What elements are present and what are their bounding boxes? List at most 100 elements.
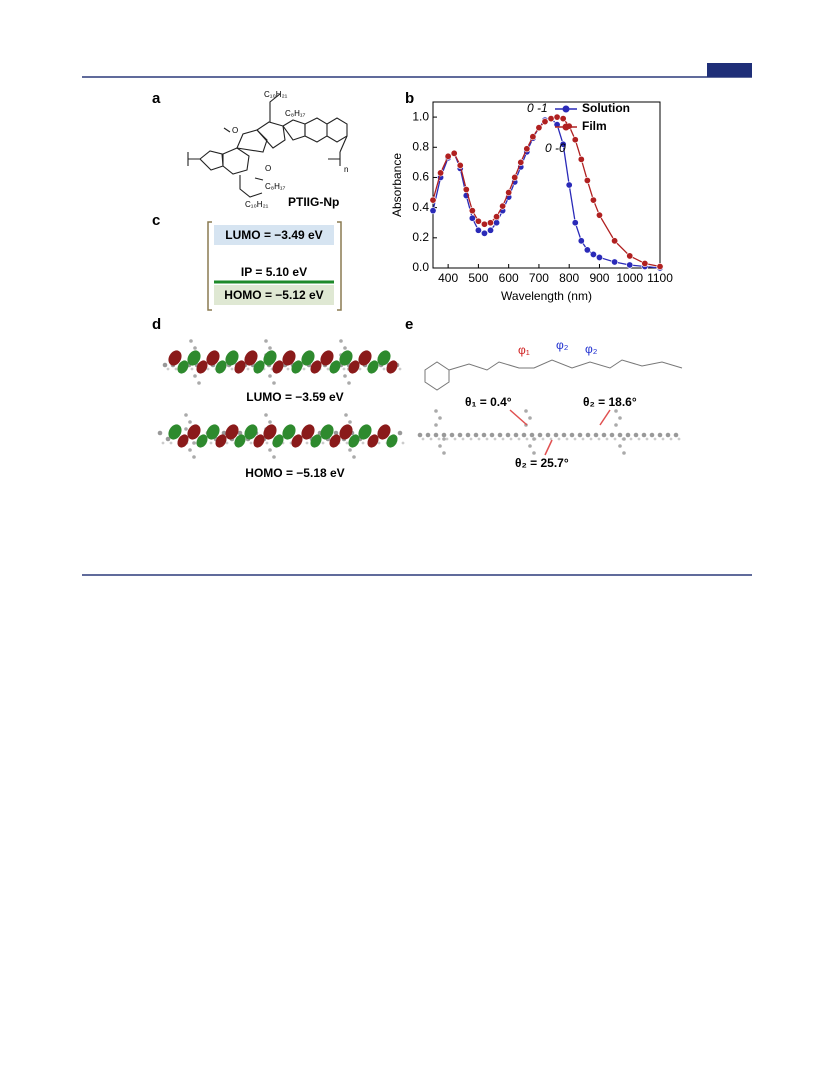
atom (433, 432, 439, 438)
plot-frame (432, 101, 661, 269)
data-point (474, 217, 482, 225)
atom (528, 416, 532, 420)
orbital-lobe (177, 434, 189, 448)
orbital-lobe (272, 434, 284, 448)
orbital-lobe (339, 424, 353, 440)
atom (545, 432, 551, 438)
atom (622, 451, 626, 455)
orbital-lobe (301, 350, 315, 366)
data-point (583, 246, 591, 254)
data-point (499, 202, 507, 210)
data-point (541, 118, 549, 126)
data-point (571, 136, 579, 144)
atom (206, 367, 210, 371)
data-point (611, 237, 619, 245)
atom (517, 437, 521, 441)
atom (441, 432, 447, 438)
legend-marker (562, 105, 570, 113)
atom (339, 339, 343, 343)
atom (377, 441, 381, 445)
atom (272, 455, 276, 459)
data-point (589, 250, 597, 258)
orbital-lobe (329, 360, 341, 374)
atom (521, 432, 527, 438)
atom (529, 432, 535, 438)
orbital-lobe (329, 434, 341, 448)
atom (348, 420, 352, 424)
atom (445, 437, 449, 441)
orbital-lobe (301, 424, 315, 440)
atom (453, 437, 457, 441)
atom (437, 437, 441, 441)
atom (272, 381, 276, 385)
polymer-name: PTIIG-Np (288, 195, 339, 209)
x-tick-label: 600 (499, 271, 519, 285)
atom (442, 437, 446, 441)
atom (633, 432, 639, 438)
orbital-lobe (320, 424, 334, 440)
atom (348, 448, 352, 452)
lumo-band (214, 225, 334, 245)
orbital-lobe (244, 424, 258, 440)
atom (481, 432, 487, 438)
atom (326, 367, 330, 371)
orbital-lobe (253, 434, 265, 448)
atom (565, 437, 569, 441)
atom (302, 367, 306, 371)
atom (166, 367, 170, 371)
annotation: 0 -0 (545, 141, 566, 155)
atom (532, 437, 536, 441)
atom (345, 441, 349, 445)
data-point (480, 220, 488, 228)
atom (237, 430, 243, 436)
atom (192, 455, 196, 459)
data-point (462, 186, 470, 194)
atom (188, 420, 192, 424)
atom (184, 427, 188, 431)
orbital-lobe (234, 360, 246, 374)
atom (537, 432, 543, 438)
atom (618, 444, 622, 448)
atom (358, 367, 362, 371)
atom (617, 432, 623, 438)
y-tick-label: 0.8 (412, 139, 429, 153)
orbital-lobe (348, 434, 360, 448)
data-point (529, 133, 537, 141)
atom (425, 432, 431, 438)
atom (264, 339, 268, 343)
atom (434, 423, 438, 427)
torsion-label: φ₂ (585, 342, 598, 356)
y-tick-label: 0.2 (412, 230, 429, 244)
atom (573, 437, 577, 441)
atom (513, 432, 519, 438)
atom (557, 437, 561, 441)
atom (286, 367, 290, 371)
atom (417, 432, 423, 438)
side-chain: C₈H₁₇ (265, 182, 286, 191)
orbital-lobe (253, 360, 265, 374)
data-point (468, 214, 476, 222)
orbital-lobe (225, 350, 239, 366)
data-point (626, 261, 634, 269)
orbital-lobe (348, 360, 360, 374)
atom (421, 437, 425, 441)
data-point (553, 113, 561, 121)
atom (401, 441, 405, 445)
atom (585, 432, 591, 438)
atom (649, 432, 655, 438)
atom (429, 437, 433, 441)
atom (465, 432, 471, 438)
orbital-lobe (263, 350, 277, 366)
x-tick-label: 1000 (616, 271, 643, 285)
atom (268, 374, 272, 378)
atom (333, 430, 339, 436)
side-chain: C₁₀H₂₁ (245, 200, 269, 209)
orbital-lobe (291, 360, 303, 374)
atom (174, 367, 178, 371)
data-point (511, 173, 519, 181)
data-point (565, 181, 573, 189)
atom (532, 451, 536, 455)
data-point (535, 124, 543, 132)
y-tick-label: 0.4 (412, 200, 429, 214)
data-point (437, 169, 445, 177)
